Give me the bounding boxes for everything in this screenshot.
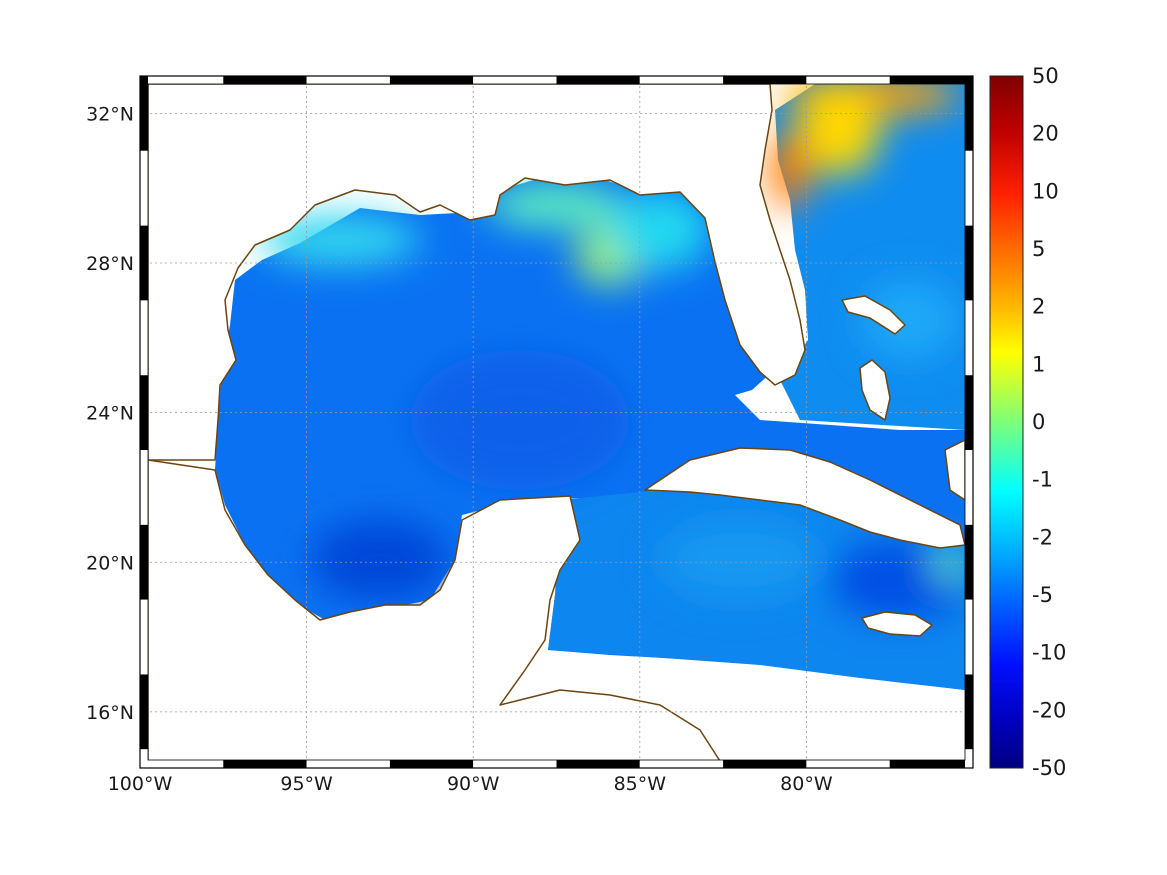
- us-gulf-coast: [148, 84, 806, 461]
- frame-segment: [965, 300, 973, 376]
- frame-segment: [140, 599, 148, 675]
- sea-level-field: [215, 84, 965, 690]
- frame-outline: [139, 75, 974, 769]
- frame-segment: [223, 76, 307, 84]
- frame-segment: [965, 225, 973, 301]
- x-tick-label: 95°W: [280, 773, 333, 795]
- x-tick-label: 90°W: [447, 773, 500, 795]
- colorbar-gradient: [990, 76, 1023, 768]
- colorbar-level-label: 10: [1032, 179, 1059, 203]
- frame-segment: [965, 150, 973, 226]
- colorbar-level-label: 1: [1032, 352, 1045, 376]
- frame-segment: [556, 76, 640, 84]
- frame-segment: [889, 76, 973, 84]
- frame-segment: [140, 225, 148, 301]
- frame-segment: [965, 524, 973, 600]
- colorbar-level-label: -2: [1032, 525, 1053, 549]
- frame-inner-outline: [147, 83, 966, 761]
- frame-segment: [806, 760, 890, 768]
- cuba: [644, 447, 965, 549]
- map-frame: [139, 75, 974, 769]
- y-tick-label: 16°N: [86, 702, 134, 724]
- mexico-coast: [148, 459, 721, 761]
- frame-segment: [723, 760, 807, 768]
- colorbar-level-label: 0: [1032, 410, 1045, 434]
- colorbar-level-label: 5: [1032, 237, 1045, 261]
- hispaniola-edge: [944, 439, 965, 501]
- colorbar-level-label: -50: [1032, 756, 1066, 780]
- frame-segment: [389, 760, 474, 768]
- x-tick-labels: 100°W 95°W 90°W 85°W 80°W: [108, 773, 833, 795]
- colorbar-level-label: 2: [1032, 295, 1045, 319]
- x-tick-label: 85°W: [614, 773, 667, 795]
- frame-segment: [306, 76, 390, 84]
- frame-segment: [473, 76, 557, 84]
- coastlines: [148, 84, 965, 761]
- frame-segment: [556, 760, 640, 768]
- colorbar-level-label: -1: [1032, 468, 1053, 492]
- frame-segment: [140, 150, 148, 226]
- frame-segment: [140, 375, 148, 451]
- frame-segment: [965, 450, 973, 525]
- frame-segment: [965, 76, 973, 151]
- frame-segment: [473, 760, 557, 768]
- colorbar-level-label: 20: [1032, 122, 1059, 146]
- colorbar-level-label: -10: [1032, 641, 1066, 665]
- y-tick-label: 24°N: [86, 403, 134, 425]
- y-tick-labels: 32°N 28°N 24°N 20°N 16°N: [86, 103, 134, 723]
- x-tick-label: 80°W: [780, 773, 833, 795]
- frame-segment: [140, 300, 148, 376]
- frame-segment: [965, 599, 973, 675]
- frame-segment: [140, 524, 148, 600]
- x-tick-label: 100°W: [108, 773, 173, 795]
- y-tick-label: 28°N: [86, 253, 134, 275]
- y-tick-label: 20°N: [86, 552, 134, 574]
- y-tick-label: 32°N: [86, 103, 134, 125]
- colorbar-level-label: -5: [1032, 583, 1053, 607]
- colorbar-level-label: 50: [1032, 64, 1059, 88]
- frame-segment: [140, 674, 148, 750]
- frame-segment: [389, 76, 474, 84]
- frame-segment: [639, 76, 724, 84]
- frame-segment: [306, 760, 390, 768]
- jamaica: [861, 611, 933, 637]
- frame-segment: [723, 76, 807, 84]
- frame-segment: [140, 76, 224, 84]
- frame-segment: [140, 76, 148, 151]
- frame-segment: [140, 760, 224, 768]
- frame-segment: [965, 375, 973, 451]
- graticule: [148, 84, 965, 761]
- frame-segment: [889, 760, 973, 768]
- bahamas-andros: [859, 359, 891, 421]
- colorbar-outline: [989, 75, 1024, 769]
- frame-segment: [140, 450, 148, 525]
- frame-segment: [965, 674, 973, 750]
- frame-segment: [140, 749, 148, 768]
- colorbar-level-label: -20: [1032, 698, 1066, 722]
- frame-segment: [806, 76, 890, 84]
- frame-segment: [965, 749, 973, 768]
- bahamas-north: [841, 295, 906, 335]
- frame-segment: [639, 760, 724, 768]
- frame-segment: [223, 760, 307, 768]
